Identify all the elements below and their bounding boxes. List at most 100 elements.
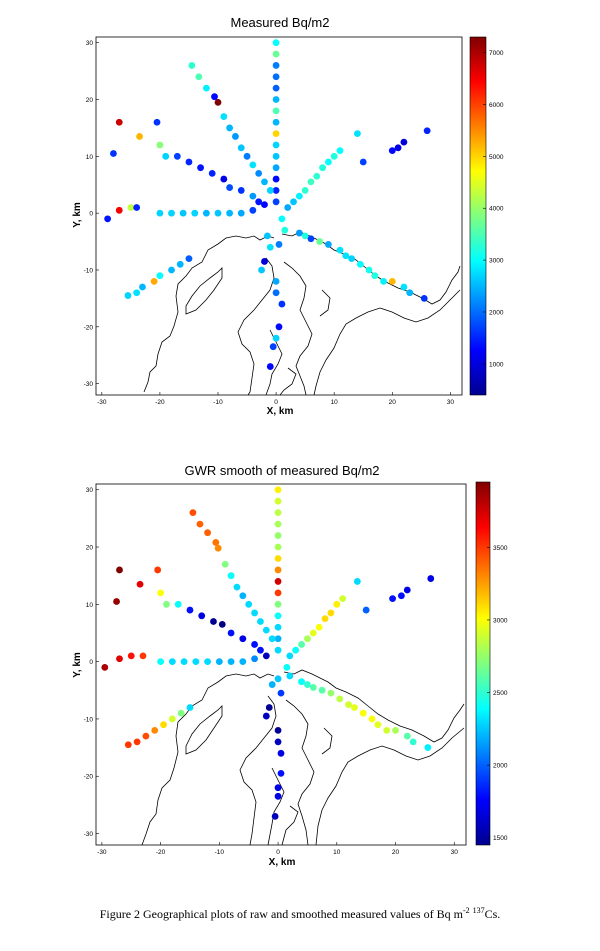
x-tick-label: 10: [333, 849, 341, 856]
data-point: [286, 672, 294, 680]
data-point: [403, 586, 411, 594]
data-point: [383, 726, 391, 734]
data-point: [336, 695, 344, 703]
colorbar: 1500 2000 2500 3000 3500: [475, 481, 508, 846]
data-point: [220, 113, 228, 120]
data-point: [173, 152, 181, 160]
data-point: [255, 169, 263, 177]
data-point: [274, 623, 282, 631]
data-point: [274, 792, 282, 800]
data-point: [269, 343, 277, 351]
colorbar-gradient: [469, 36, 487, 396]
data-point: [177, 709, 185, 717]
data-point: [304, 681, 311, 688]
data-point: [249, 192, 257, 200]
data-point: [272, 96, 280, 103]
colorbar-tick-label: 3000: [493, 617, 508, 624]
data-point: [272, 50, 280, 58]
data-point: [133, 204, 141, 211]
data-point: [392, 726, 399, 734]
data-point: [327, 689, 335, 697]
data-point: [284, 204, 292, 211]
data-point: [226, 124, 234, 132]
data-point: [274, 589, 282, 597]
data-point: [420, 294, 428, 302]
y-tick-label: -20: [84, 774, 94, 781]
colorbar-tick-label: 1500: [493, 835, 508, 842]
data-point: [258, 266, 265, 274]
data-point: [115, 206, 123, 214]
data-point: [272, 130, 280, 138]
data-point: [275, 323, 283, 331]
y-tick-label: -10: [84, 267, 94, 274]
data-point: [318, 686, 326, 694]
data-point: [139, 652, 147, 660]
data-point: [324, 241, 332, 248]
x-tick-label: 30: [447, 399, 455, 406]
data-point: [214, 98, 222, 106]
colorbar-tick-label: 2500: [493, 690, 508, 697]
data-point: [168, 715, 176, 723]
x-ticks: -30 -20 -10 0 10 20 30: [97, 392, 454, 406]
y-tick-label: -20: [84, 324, 94, 331]
data-point: [400, 138, 408, 146]
data-point: [153, 118, 161, 126]
y-tick-label: 0: [89, 659, 93, 666]
x-tick-label: 0: [276, 849, 280, 856]
data-point: [162, 152, 170, 160]
y-ticks: -30 -20 -10 0 10 20 30: [84, 40, 99, 388]
data-point: [359, 709, 367, 717]
data-point: [307, 235, 315, 243]
data-point: [274, 738, 282, 746]
data-point: [176, 260, 184, 268]
data-point: [237, 209, 245, 217]
coastline-map: [141, 669, 465, 846]
data-point: [127, 652, 135, 660]
data-point: [368, 715, 376, 723]
y-axis-label: Y, km: [72, 652, 83, 678]
data-point: [185, 158, 193, 166]
data-point: [204, 658, 211, 666]
y-tick-label: 20: [86, 545, 94, 552]
data-point: [362, 606, 370, 614]
data-point: [315, 623, 323, 631]
data-point: [202, 209, 210, 217]
gwr-smooth-panel: GWR smooth of measured Bq/m2 X, km Y, km…: [72, 463, 508, 868]
data-point: [298, 641, 305, 648]
x-tick-label: -30: [97, 399, 107, 406]
colorbar-tick-label: 4000: [489, 206, 504, 213]
data-point: [272, 118, 280, 126]
data-point: [261, 178, 268, 186]
data-point: [274, 600, 282, 608]
y-tick-label: 20: [86, 97, 94, 104]
data-point: [249, 161, 257, 169]
data-point: [243, 152, 251, 160]
data-point: [321, 615, 329, 623]
data-point: [274, 612, 282, 620]
data-point: [101, 663, 109, 671]
data-point: [274, 726, 282, 734]
data-point: [227, 658, 235, 666]
data-point: [354, 130, 361, 138]
data-point: [277, 689, 285, 697]
data-point: [272, 198, 280, 206]
data-point: [198, 612, 206, 620]
y-tick-label: -30: [84, 381, 94, 388]
data-point: [272, 107, 280, 115]
data-point: [196, 520, 204, 528]
y-ticks: -30 -20 -10 0 10 20 30: [84, 487, 99, 838]
data-point: [307, 178, 315, 186]
data-point: [202, 84, 210, 92]
caption-text: Figure 2 Geographical plots of raw and s…: [99, 907, 463, 921]
x-axis-label: X, km: [267, 406, 294, 417]
data-point: [245, 600, 253, 608]
data-point: [374, 721, 382, 729]
colorbar: 1000 2000 3000 4000 5000 6000 7000: [469, 36, 504, 396]
data-point: [324, 158, 332, 166]
data-point: [249, 206, 257, 214]
scatter-points: [101, 486, 435, 820]
data-point: [227, 572, 235, 580]
data-point: [157, 589, 165, 597]
y-axis-label: Y, km: [72, 202, 83, 228]
x-axis-label: X, km: [269, 857, 296, 868]
